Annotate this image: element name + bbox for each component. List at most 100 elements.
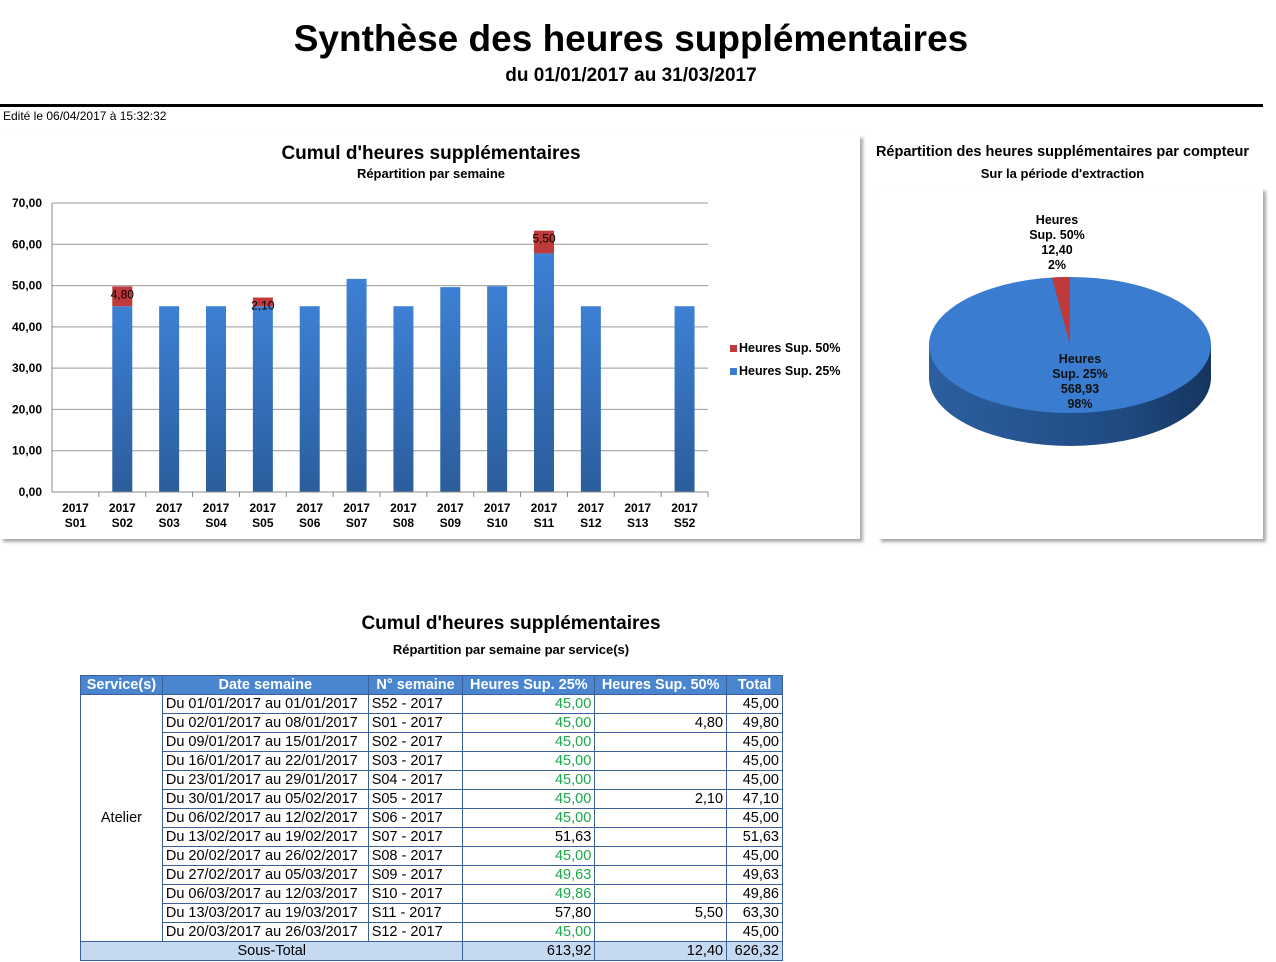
date-cell: Du 30/01/2017 au 05/02/2017 bbox=[161, 789, 369, 809]
x-tick-label: S06 bbox=[299, 516, 321, 530]
bar-sup25 bbox=[206, 306, 226, 492]
bar-chart-panel: Cumul d'heures supplémentaires Répartiti… bbox=[0, 135, 860, 539]
column-header[interactable]: N° semaine bbox=[367, 675, 464, 695]
week-cell: S03 - 2017 bbox=[367, 751, 464, 771]
sup25-cell: 45,00 bbox=[462, 713, 596, 733]
x-tick-label: S52 bbox=[674, 516, 696, 530]
table-row: Du 09/01/2017 au 15/01/2017 S02 - 2017 45,… bbox=[81, 732, 783, 752]
x-tick-label: 2017 bbox=[578, 501, 605, 515]
x-tick-label: S09 bbox=[440, 516, 462, 530]
column-header[interactable]: Total bbox=[726, 675, 783, 695]
sup25-cell: 45,00 bbox=[462, 694, 596, 714]
x-tick-label: S07 bbox=[346, 516, 368, 530]
table-title: Cumul d'heures supplémentaires bbox=[361, 613, 661, 634]
bar-data-label: 5,50 bbox=[532, 232, 556, 246]
legend-label: Heures Sup. 25% bbox=[739, 364, 840, 378]
x-tick-label: S03 bbox=[158, 516, 180, 530]
total-cell: 45,00 bbox=[726, 732, 783, 752]
pie-data-label: Sup. 25% bbox=[1052, 367, 1108, 381]
column-header[interactable]: Heures Sup. 50% bbox=[594, 675, 728, 695]
pie-chart-panel: Heures Sup. 50% 12,40 2% Heures Sup. 25% 568,9… bbox=[878, 188, 1263, 539]
bar-chart-title: Cumul d'heures supplémentaires bbox=[281, 143, 581, 164]
total-cell: 45,00 bbox=[726, 770, 783, 790]
total-cell: 49,86 bbox=[726, 884, 783, 904]
total-cell: 45,00 bbox=[726, 846, 783, 866]
date-cell: Du 06/02/2017 au 12/02/2017 bbox=[161, 808, 369, 828]
week-cell: S04 - 2017 bbox=[367, 770, 464, 790]
sup25-cell: 45,00 bbox=[462, 922, 596, 942]
table-row: Du 20/03/2017 au 26/03/2017 S12 - 2017 45,… bbox=[81, 922, 783, 942]
x-tick-label: 2017 bbox=[484, 501, 511, 515]
x-tick-label: S12 bbox=[580, 516, 602, 530]
week-cell: S10 - 2017 bbox=[367, 884, 464, 904]
table-row: Du 23/01/2017 au 29/01/2017 S04 - 2017 45,… bbox=[81, 770, 783, 790]
pie-data-label: 12,40 bbox=[1041, 243, 1072, 257]
sup50-cell: 4,80 bbox=[594, 713, 728, 733]
y-tick-label: 0,00 bbox=[19, 485, 43, 499]
x-tick-label: S13 bbox=[627, 516, 649, 530]
date-cell: Du 06/03/2017 au 12/03/2017 bbox=[161, 884, 369, 904]
x-tick-label: 2017 bbox=[531, 501, 558, 515]
y-tick-label: 10,00 bbox=[12, 444, 42, 458]
total-cell: 63,30 bbox=[726, 903, 783, 923]
x-tick-label: S02 bbox=[112, 516, 134, 530]
pie-slice-50 bbox=[1052, 276, 1070, 345]
sup25-cell: 45,00 bbox=[462, 751, 596, 771]
subtotal-label: Sous-Total bbox=[79, 941, 464, 961]
bar-sup25 bbox=[112, 306, 133, 492]
header-divider bbox=[0, 104, 1263, 107]
report-period: du 01/01/2017 au 31/03/2017 bbox=[505, 65, 757, 86]
date-cell: Du 02/01/2017 au 08/01/2017 bbox=[161, 713, 369, 733]
sup25-cell: 45,00 bbox=[462, 846, 596, 866]
week-cell: S12 - 2017 bbox=[367, 922, 464, 942]
x-tick-label: 2017 bbox=[296, 501, 323, 515]
x-tick-label: 2017 bbox=[62, 501, 89, 515]
table-row: Du 13/03/2017 au 19/03/2017 S11 - 2017 57,… bbox=[81, 903, 783, 923]
column-header[interactable]: Heures Sup. 25% bbox=[462, 675, 596, 695]
y-tick-label: 40,00 bbox=[12, 320, 42, 334]
table-row: Du 27/02/2017 au 05/03/2017 S09 - 2017 49,… bbox=[81, 865, 783, 885]
bar-sup25 bbox=[299, 306, 320, 492]
pie-data-label: 2% bbox=[1048, 258, 1066, 272]
bar-data-label: 4,80 bbox=[111, 287, 135, 301]
subtotal-sup25: 613,92 bbox=[462, 941, 596, 961]
table-row: Du 13/02/2017 au 19/02/2017 S07 - 2017 51,… bbox=[81, 827, 783, 847]
week-cell: S07 - 2017 bbox=[367, 827, 464, 847]
total-cell: 45,00 bbox=[726, 694, 783, 714]
sup25-cell: 45,00 bbox=[462, 808, 596, 828]
table-header-row: Service(s) Date semaine N° semaine Heures S… bbox=[80, 675, 783, 695]
sup25-cell: 45,00 bbox=[462, 789, 596, 809]
pie-chart-title: Répartition des heures supplémentaires p… bbox=[840, 144, 1276, 160]
week-cell: S08 - 2017 bbox=[367, 846, 464, 866]
bar-sup25 bbox=[487, 286, 508, 492]
bar-chart-subtitle: Répartition par semaine bbox=[356, 166, 506, 181]
sup50-cell bbox=[594, 770, 728, 790]
subtotal-total: 626,32 bbox=[726, 941, 783, 961]
x-tick-label: 2017 bbox=[109, 501, 136, 515]
sup25-cell: 49,63 bbox=[462, 865, 596, 885]
x-tick-label: S10 bbox=[486, 516, 508, 530]
y-tick-label: 20,00 bbox=[12, 402, 42, 416]
total-cell: 51,63 bbox=[726, 827, 783, 847]
date-cell: Du 20/03/2017 au 26/03/2017 bbox=[161, 922, 369, 942]
sup50-cell bbox=[594, 732, 728, 752]
bar-sup25 bbox=[159, 306, 180, 492]
date-cell: Du 09/01/2017 au 15/01/2017 bbox=[161, 732, 369, 752]
bar-sup50 bbox=[112, 286, 133, 307]
sup50-cell bbox=[594, 922, 728, 942]
service-cell: Atelier bbox=[80, 694, 163, 942]
table-subtitle: Répartition par semaine par service(s) bbox=[392, 642, 630, 657]
legend-swatch bbox=[730, 368, 737, 375]
week-cell: S02 - 2017 bbox=[367, 732, 464, 752]
date-cell: Du 20/02/2017 au 26/02/2017 bbox=[161, 846, 369, 866]
week-cell: S11 - 2017 bbox=[367, 903, 464, 923]
date-cell: Du 13/02/2017 au 19/02/2017 bbox=[161, 827, 369, 847]
column-header[interactable]: Date semaine bbox=[161, 675, 369, 695]
pie-data-label: 98% bbox=[1067, 397, 1092, 411]
week-cell: S52 - 2017 bbox=[367, 694, 464, 714]
bar-sup25 bbox=[346, 278, 367, 492]
sup50-cell bbox=[594, 751, 728, 771]
x-tick-label: 2017 bbox=[671, 501, 698, 515]
column-header[interactable]: Service(s) bbox=[80, 675, 163, 695]
